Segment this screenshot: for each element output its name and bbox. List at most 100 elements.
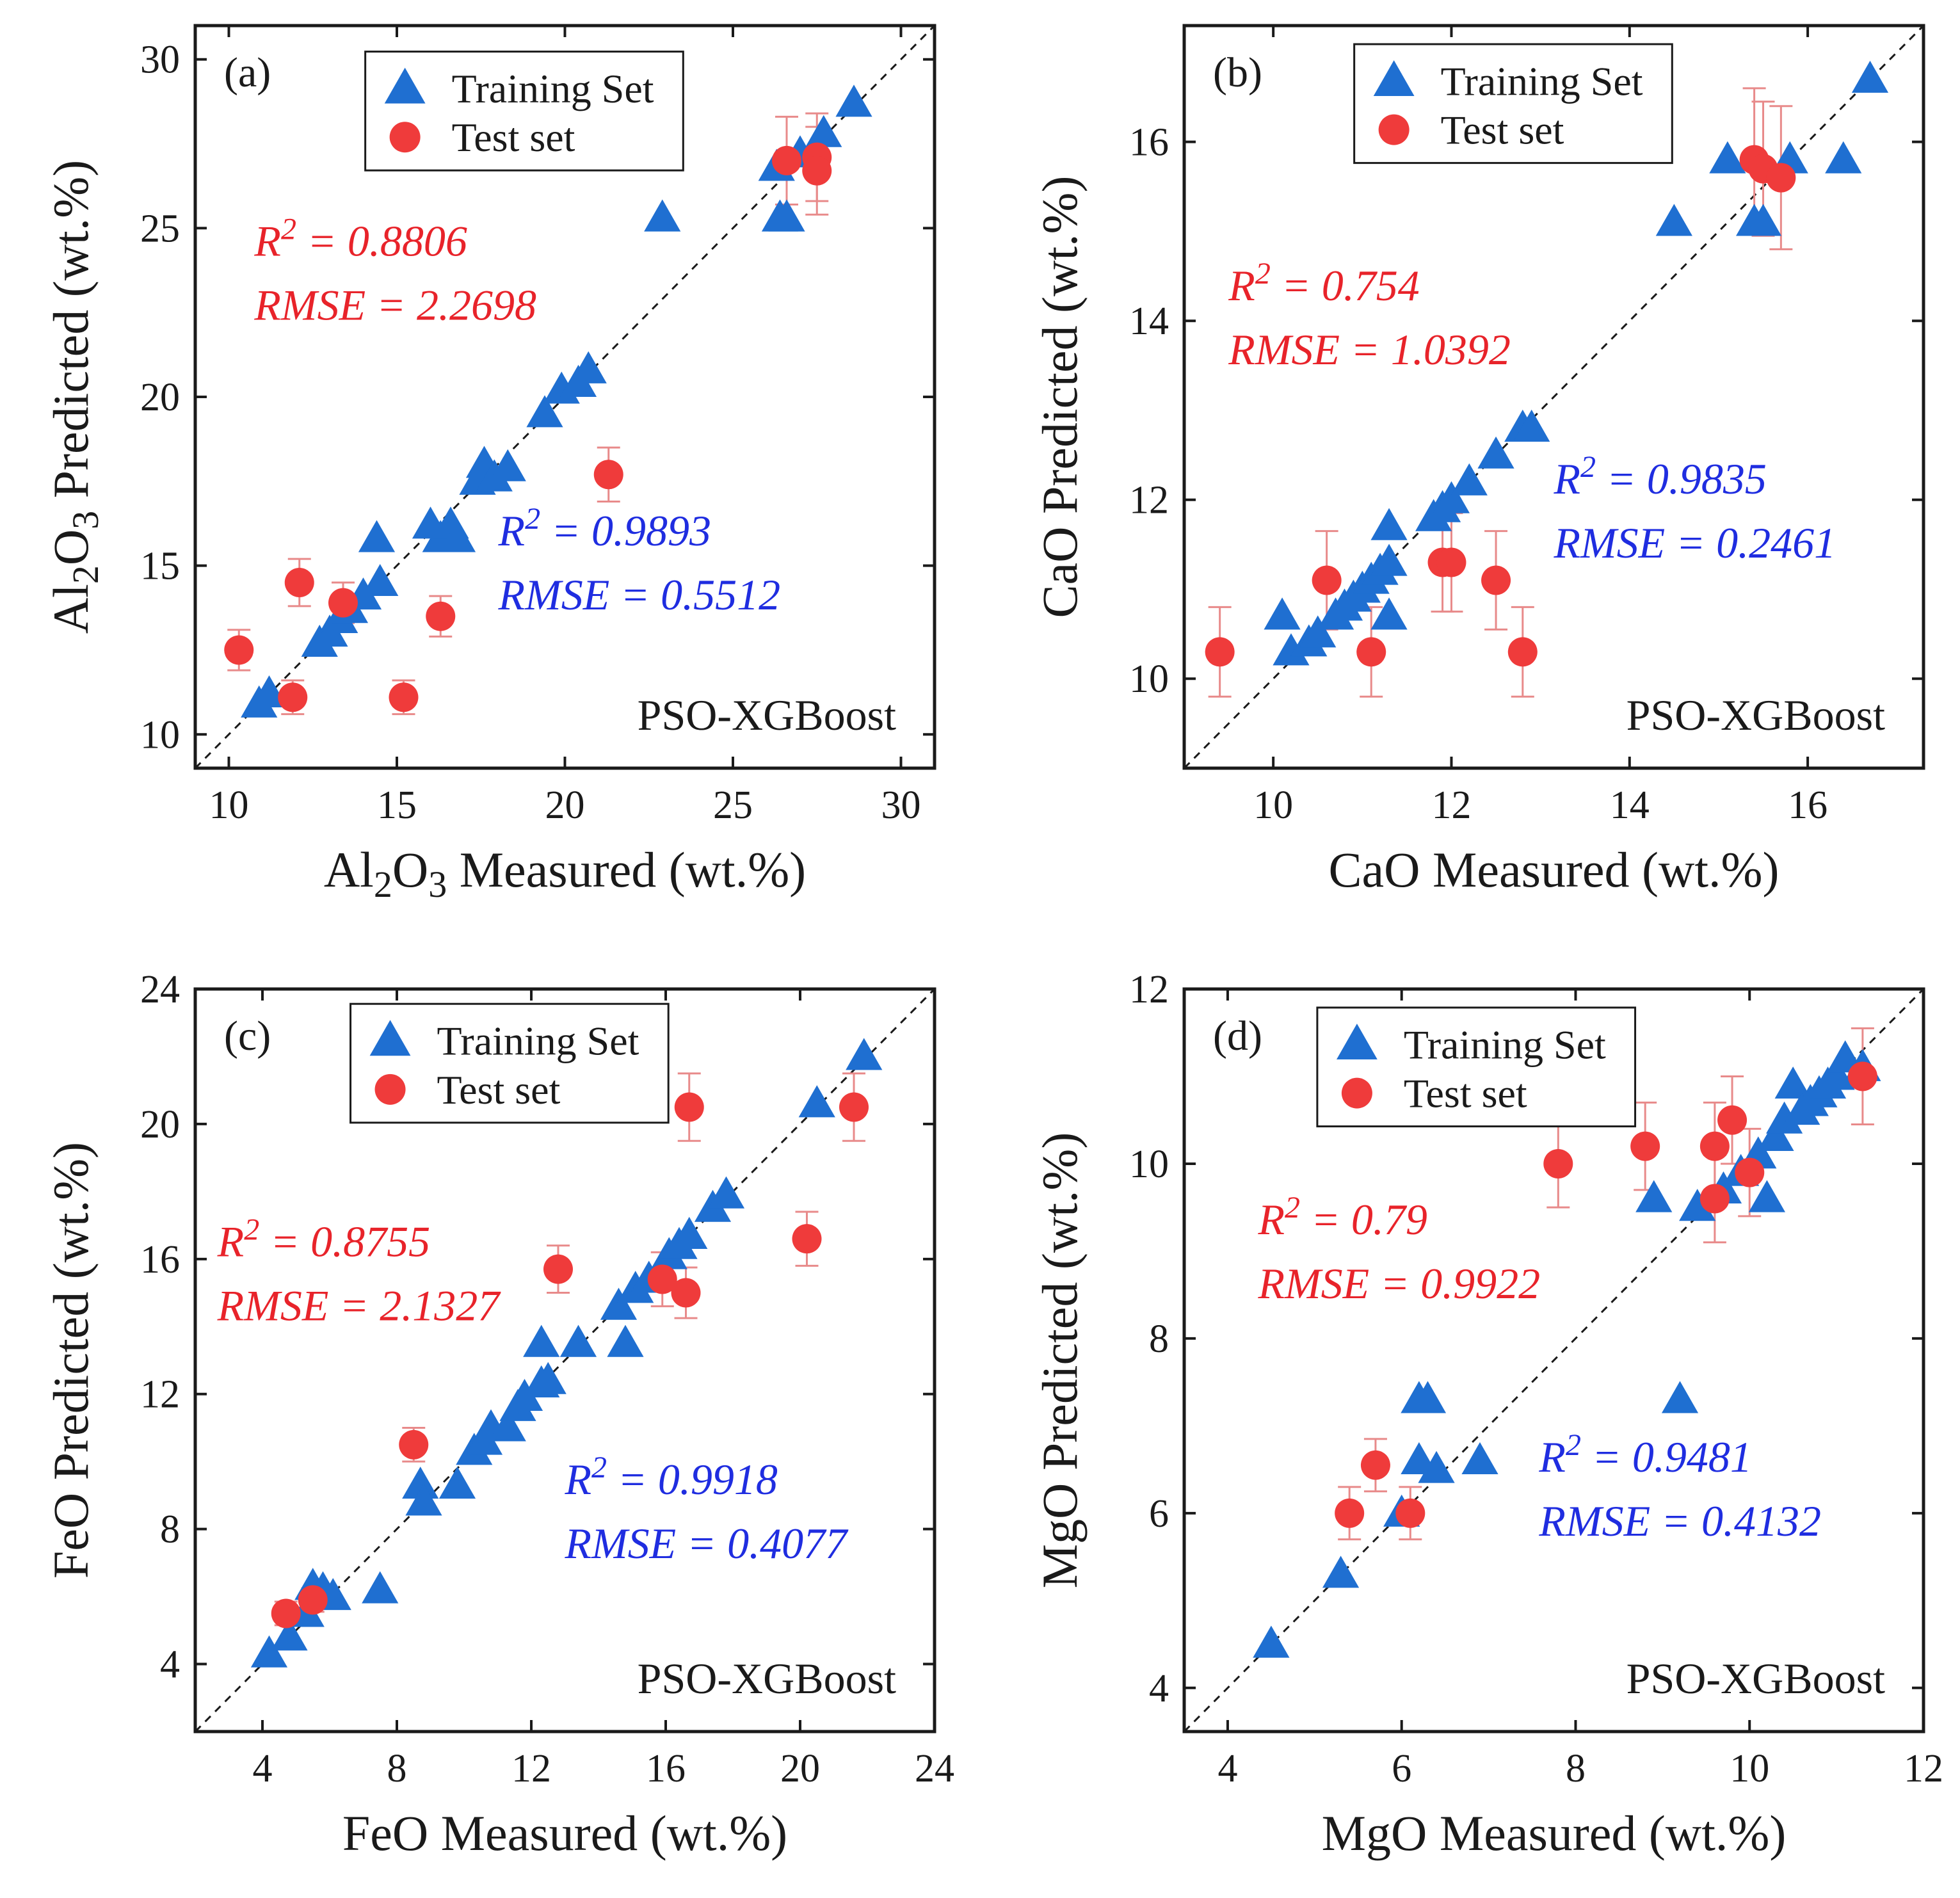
- test-point: [399, 1429, 429, 1460]
- training-series: [250, 1038, 883, 1668]
- test-point: [671, 1278, 701, 1308]
- legend-test-label: Test set: [1404, 1071, 1527, 1116]
- test-series: [271, 1092, 869, 1629]
- stat-symbol: R: [1554, 454, 1581, 503]
- x-tick-label: 30: [881, 784, 921, 827]
- training-point: [1409, 1381, 1447, 1413]
- stat-superscript: 2: [1285, 1190, 1300, 1224]
- training-point: [798, 1085, 835, 1118]
- x-ticks: 4 6 8 10 12: [1217, 989, 1943, 1790]
- x-axis-title-part: 2: [374, 864, 392, 905]
- legend-training-label: Training Set: [452, 66, 654, 111]
- test-series: [224, 142, 832, 712]
- y-axis-title-part: O: [43, 529, 99, 565]
- training-point: [1370, 597, 1408, 630]
- training-point: [523, 1324, 560, 1357]
- x-tick-label: 20: [545, 784, 585, 827]
- y-axis-title: FeO Predicted (wt.%): [43, 1142, 99, 1579]
- y-axis-title: MgO Predicted (wt.%): [1032, 1132, 1088, 1589]
- stat-superscript: 2: [1580, 449, 1596, 483]
- x-axis-title: CaO Measured (wt.%): [1329, 842, 1779, 897]
- stat-symbol: R: [498, 506, 526, 555]
- stat-value: = 0.79: [1300, 1195, 1427, 1244]
- training-point: [644, 199, 681, 232]
- training-point: [1433, 481, 1470, 513]
- test-point: [1436, 547, 1466, 577]
- x-axis-title: MgO Measured (wt.%): [1322, 1805, 1787, 1861]
- training-point: [1744, 204, 1782, 236]
- y-axis-title-part: MgO Predicted (wt.%): [1032, 1132, 1088, 1589]
- test-stats-r2: R2 = 0.754: [1228, 257, 1419, 310]
- training-point: [1461, 1442, 1498, 1475]
- x-tick-label: 24: [915, 1747, 954, 1790]
- y-tick-label: 16: [1129, 121, 1169, 165]
- y-ticks: 10 12 14 16: [1129, 121, 1924, 701]
- train-stats-r2: R2 = 0.9893: [498, 502, 711, 556]
- plot-frame: [1182, 24, 1925, 770]
- x-tick-label: 12: [1904, 1747, 1943, 1790]
- test-stats-r2: R2 = 0.8755: [217, 1212, 430, 1266]
- test-point: [389, 682, 419, 712]
- training-point: [250, 1635, 288, 1668]
- test-stats-rmse: RMSE = 2.2698: [253, 281, 536, 330]
- y-axis-title: Al2O3 Predicted (wt.%): [43, 160, 106, 634]
- stat-superscript: 2: [591, 1450, 607, 1484]
- y-tick-label: 15: [140, 545, 180, 588]
- test-point: [674, 1092, 704, 1122]
- training-point: [271, 1618, 308, 1651]
- test-stats-rmse: RMSE = 1.0392: [1228, 325, 1511, 374]
- y-tick-label: 12: [1129, 479, 1169, 522]
- test-point: [1507, 637, 1538, 667]
- x-tick-label: 15: [377, 784, 417, 827]
- stat-superscript: 2: [1255, 257, 1271, 291]
- train-stats-r2: R2 = 0.9835: [1554, 449, 1767, 503]
- x-axis-title-part: FeO Measured (wt.%): [342, 1805, 787, 1861]
- training-point: [1273, 633, 1310, 666]
- y-ticks: 10 15 20 25 30: [140, 38, 935, 757]
- x-tick-label: 16: [646, 1747, 686, 1790]
- test-series: [1205, 145, 1796, 667]
- stat-value: = 0.9893: [540, 506, 711, 555]
- train-stats: R2 = 0.9481 RMSE = 0.4132: [1538, 1428, 1821, 1546]
- training-point: [1757, 1118, 1794, 1152]
- plot-frame: [193, 987, 936, 1733]
- x-axis-title-part: MgO Measured (wt.%): [1322, 1805, 1787, 1861]
- training-point: [707, 1176, 745, 1209]
- training-point: [358, 520, 396, 552]
- legend-frame: [364, 51, 684, 172]
- test-point: [1735, 1157, 1765, 1187]
- legend-test-symbol: [374, 1074, 406, 1105]
- training-point: [600, 1287, 638, 1320]
- training-point: [1851, 60, 1889, 93]
- y-tick-label: 20: [140, 376, 180, 419]
- training-point: [362, 1571, 399, 1604]
- test-point: [1699, 1184, 1730, 1214]
- y-axis-title-part: 2: [65, 565, 106, 584]
- training-point: [1765, 1101, 1803, 1134]
- training-point: [1679, 1189, 1716, 1221]
- training-point: [570, 351, 607, 383]
- x-tick-label: 10: [1730, 1747, 1769, 1790]
- training-point: [489, 1409, 526, 1442]
- x-axis-title-part: CaO Measured (wt.%): [1329, 842, 1779, 897]
- panel-c: 4 8 12 16 20 24 4 8 12 16 20 24 FeO Measured (wt.%) F…: [43, 968, 954, 1861]
- training-point: [489, 449, 526, 481]
- training-point: [529, 1362, 566, 1394]
- y-tick-label: 10: [1129, 1143, 1169, 1186]
- model-label: PSO-XGBoost: [638, 1654, 896, 1703]
- test-stats-r2: R2 = 0.79: [1258, 1190, 1427, 1244]
- y-tick-label: 25: [140, 207, 180, 250]
- legend-training-symbol: [384, 67, 426, 104]
- training-point: [607, 1324, 644, 1357]
- y-axis-title-part: 3: [65, 511, 106, 529]
- x-tick-label: 4: [253, 1747, 273, 1790]
- panel-tag: (b): [1213, 49, 1262, 96]
- test-error-bars: [1208, 87, 1793, 698]
- model-label: PSO-XGBoost: [1627, 691, 1885, 739]
- training-point: [1370, 508, 1408, 540]
- x-axis-title-part: O: [392, 842, 428, 897]
- y-tick-label: 10: [140, 713, 180, 757]
- y-ticks: 4 6 8 10 12: [1129, 968, 1924, 1710]
